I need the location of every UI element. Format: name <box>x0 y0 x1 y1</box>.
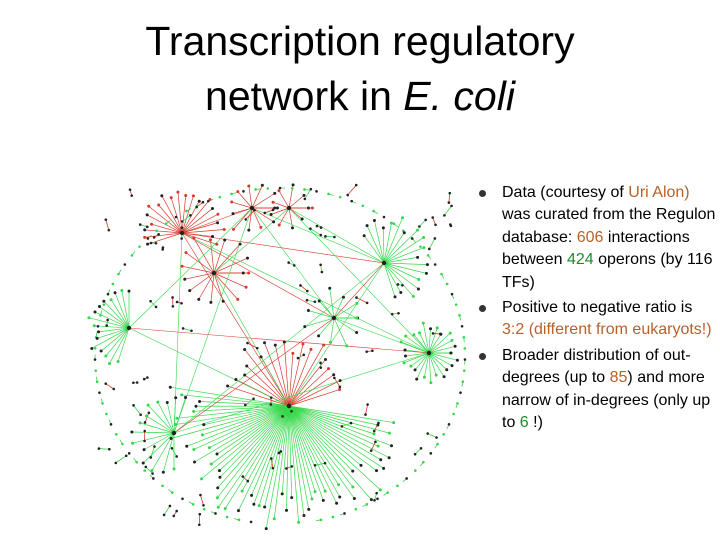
bullet-text-segment: Uri Alon) <box>628 184 690 201</box>
bullet-item: Data (courtesy of Uri Alon) was curated … <box>476 182 716 294</box>
bullet-text: Data (courtesy of Uri Alon) was curated … <box>502 184 715 291</box>
title-line-1: Transcription regulatory <box>145 18 575 64</box>
bullet-text-segment: !) <box>528 414 543 432</box>
title-line-2: network in E. coli <box>0 69 720 124</box>
network-graph-image <box>87 183 467 531</box>
bullet-item: Positive to negative ratio is 3:2 (diffe… <box>476 297 716 342</box>
bullet-text-segment: Data (courtesy of <box>502 184 629 201</box>
bullet-text-segment: 3:2 (different from eukaryots!) <box>502 321 712 339</box>
title-organism: E. coli <box>403 73 515 119</box>
bullet-text-segment: Positive to negative ratio is <box>502 299 693 317</box>
bullet-text-segment: Broader distribution of out-degrees (up … <box>502 346 691 387</box>
bullet-text: Positive to negative ratio is 3:2 (diffe… <box>502 299 712 338</box>
bullet-text: Broader distribution of out-degrees (up … <box>502 347 710 431</box>
network-nodes <box>87 183 467 531</box>
bullet-text-segment: interactions between <box>502 228 690 269</box>
bullet-text-segment: ) and more narrow of in-degrees (only up… <box>502 369 711 432</box>
bullet-dot-icon <box>479 352 486 360</box>
title-line-2-prefix: network in <box>205 73 404 119</box>
bullet-text-segment: 424 <box>566 251 594 269</box>
slide-title: Transcription regulatory network in E. c… <box>0 14 720 124</box>
bullet-dot-icon <box>479 305 486 313</box>
bullet-item: Broader distribution of out-degrees (up … <box>476 345 716 435</box>
bullet-text-segment: was curated from the Regulon database: <box>502 206 716 246</box>
bullet-text-segment: 6 <box>519 414 529 432</box>
bullet-text-segment: operons (by 116 TFs) <box>502 251 713 291</box>
bullet-list: Data (courtesy of Uri Alon) was curated … <box>476 182 716 437</box>
bullet-dot-icon <box>479 190 486 197</box>
bullet-text-segment: 606 <box>576 228 604 246</box>
bullet-text-segment: 85 <box>609 369 628 387</box>
network-edges <box>88 184 466 529</box>
